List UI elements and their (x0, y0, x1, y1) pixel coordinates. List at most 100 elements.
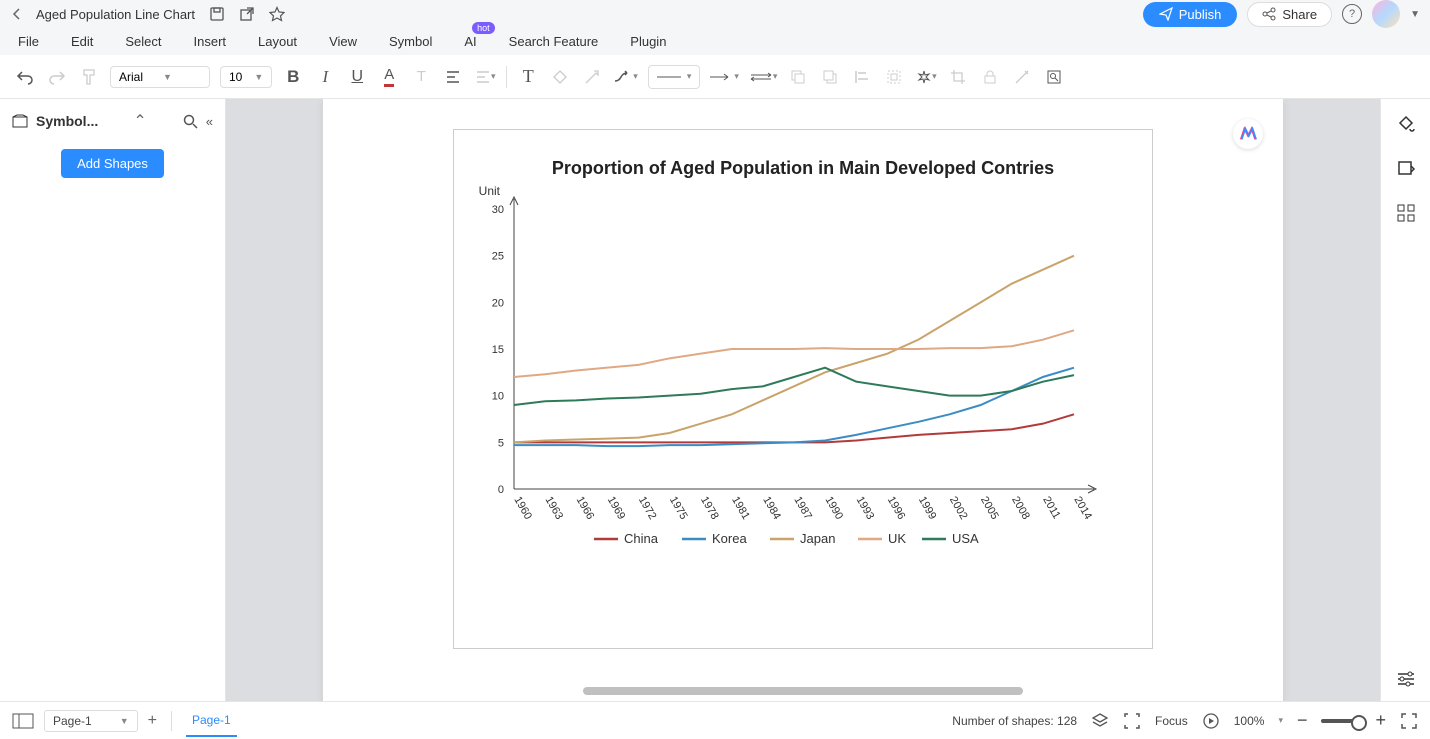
menu-search[interactable]: Search Feature (509, 34, 599, 49)
page-selector[interactable]: Page-1 ▼ (44, 710, 138, 732)
group-icon[interactable] (883, 66, 905, 88)
help-icon[interactable]: ? (1342, 4, 1362, 24)
toolbar: Arial ▼ 10 ▼ B I U A T ▾ T ▾ ▾ ▾ ▾ ▾ (0, 55, 1430, 99)
settings-panel-icon[interactable] (1396, 669, 1416, 689)
svg-text:2011: 2011 (1040, 495, 1062, 521)
zoom-value[interactable]: 100% (1234, 714, 1265, 728)
page-tab[interactable]: Page-1 (186, 705, 237, 737)
star-icon[interactable] (269, 6, 285, 22)
text-tool-icon[interactable]: T (517, 66, 539, 88)
align-objects-icon[interactable] (851, 66, 873, 88)
svg-text:Unit: Unit (479, 184, 501, 198)
format-painter-icon[interactable] (78, 66, 100, 88)
title-bar: Aged Population Line Chart Publish Share… (0, 0, 1430, 28)
sidebar: Symbol... ⌃ « Add Shapes (0, 99, 226, 701)
arrow-end-icon[interactable]: ▾ (710, 66, 739, 88)
add-shapes-button[interactable]: Add Shapes (61, 149, 164, 178)
align-icon[interactable] (442, 66, 464, 88)
bring-front-icon[interactable] (819, 66, 841, 88)
canvas-area[interactable]: Proportion of Aged Population in Main De… (226, 99, 1380, 701)
share-icon (1262, 7, 1276, 21)
export-icon[interactable] (239, 6, 255, 22)
fullscreen-icon[interactable] (1400, 712, 1418, 730)
bold-icon[interactable]: B (282, 66, 304, 88)
chart-container[interactable]: Proportion of Aged Population in Main De… (453, 129, 1153, 649)
connector-icon[interactable]: ▾ (613, 66, 638, 88)
tools-icon[interactable] (1011, 66, 1033, 88)
menu-select[interactable]: Select (125, 34, 161, 49)
page-list-icon[interactable] (12, 713, 34, 729)
svg-text:2002: 2002 (947, 495, 970, 522)
layers-icon[interactable] (1091, 712, 1109, 730)
menu-ai[interactable]: AI hot (464, 34, 476, 49)
chevron-down-icon: ▾ (633, 71, 638, 82)
collapse-left-icon[interactable]: « (206, 114, 213, 129)
svg-text:1984: 1984 (760, 495, 783, 522)
line-style-select[interactable]: ▾ (648, 65, 701, 89)
zoom-slider[interactable] (1321, 719, 1361, 723)
svg-text:1993: 1993 (854, 495, 877, 522)
menu-view[interactable]: View (329, 34, 357, 49)
underline-icon[interactable]: U (346, 66, 368, 88)
find-replace-icon[interactable] (1043, 66, 1065, 88)
publish-button[interactable]: Publish (1143, 2, 1238, 27)
user-menu-caret-icon[interactable]: ▼ (1410, 9, 1420, 20)
menu-file[interactable]: File (18, 34, 39, 49)
grid-panel-icon[interactable] (1396, 203, 1416, 223)
menu-symbol[interactable]: Symbol (389, 34, 432, 49)
library-icon (12, 113, 28, 129)
effects-icon[interactable]: ▾ (915, 66, 937, 88)
shape-count: Number of shapes: 128 (952, 714, 1077, 728)
svg-text:2008: 2008 (1009, 495, 1032, 522)
collapse-up-icon[interactable]: ⌃ (133, 111, 146, 131)
fill-color-icon[interactable] (549, 66, 571, 88)
hot-badge: hot (472, 22, 495, 34)
horizontal-scrollbar[interactable] (583, 687, 1023, 695)
shape-panel-icon[interactable] (1396, 159, 1416, 179)
text-highlight-icon[interactable]: T (410, 66, 432, 88)
font-family-select[interactable]: Arial ▼ (110, 66, 210, 88)
zoom-out-icon[interactable]: − (1297, 710, 1308, 731)
avatar[interactable] (1372, 0, 1400, 28)
svg-text:1999: 1999 (916, 495, 939, 522)
line-spacing-icon[interactable]: ▾ (474, 66, 496, 88)
svg-text:0: 0 (498, 484, 504, 496)
menu-layout[interactable]: Layout (258, 34, 297, 49)
send-back-icon[interactable] (787, 66, 809, 88)
chevron-down-icon: ▾ (687, 71, 692, 82)
focus-label[interactable]: Focus (1155, 714, 1188, 728)
italic-icon[interactable]: I (314, 66, 336, 88)
chart-title: Proportion of Aged Population in Main De… (454, 130, 1152, 179)
add-page-icon[interactable]: + (148, 712, 157, 730)
focus-icon[interactable] (1123, 712, 1141, 730)
zoom-in-icon[interactable]: + (1375, 710, 1386, 731)
crop-icon[interactable] (947, 66, 969, 88)
page-selector-value: Page-1 (53, 714, 92, 728)
redo-icon[interactable] (46, 66, 68, 88)
fill-panel-icon[interactable] (1396, 115, 1416, 135)
back-icon[interactable] (10, 7, 24, 21)
chevron-down-icon[interactable]: ▾ (1278, 715, 1283, 726)
undo-icon[interactable] (14, 66, 36, 88)
font-size-select[interactable]: 10 ▼ (220, 66, 272, 88)
line-color-icon[interactable] (581, 66, 603, 88)
menu-plugin[interactable]: Plugin (630, 34, 666, 49)
svg-text:1966: 1966 (574, 495, 597, 522)
svg-text:1963: 1963 (543, 495, 566, 522)
text-color-icon[interactable]: A (378, 66, 400, 88)
right-rail (1380, 99, 1430, 701)
sidebar-title: Symbol... (36, 113, 125, 129)
svg-text:1981: 1981 (729, 495, 752, 522)
svg-text:1975: 1975 (667, 495, 690, 522)
lock-icon[interactable] (979, 66, 1001, 88)
share-button[interactable]: Share (1247, 2, 1332, 27)
canvas-page[interactable]: Proportion of Aged Population in Main De… (323, 99, 1283, 701)
chevron-down-icon: ▾ (932, 71, 937, 82)
separator (506, 66, 507, 88)
save-icon[interactable] (209, 6, 225, 22)
menu-edit[interactable]: Edit (71, 34, 93, 49)
search-icon[interactable] (183, 114, 198, 129)
presentation-icon[interactable] (1202, 712, 1220, 730)
menu-insert[interactable]: Insert (194, 34, 227, 49)
arrow-both-icon[interactable]: ▾ (749, 66, 778, 88)
